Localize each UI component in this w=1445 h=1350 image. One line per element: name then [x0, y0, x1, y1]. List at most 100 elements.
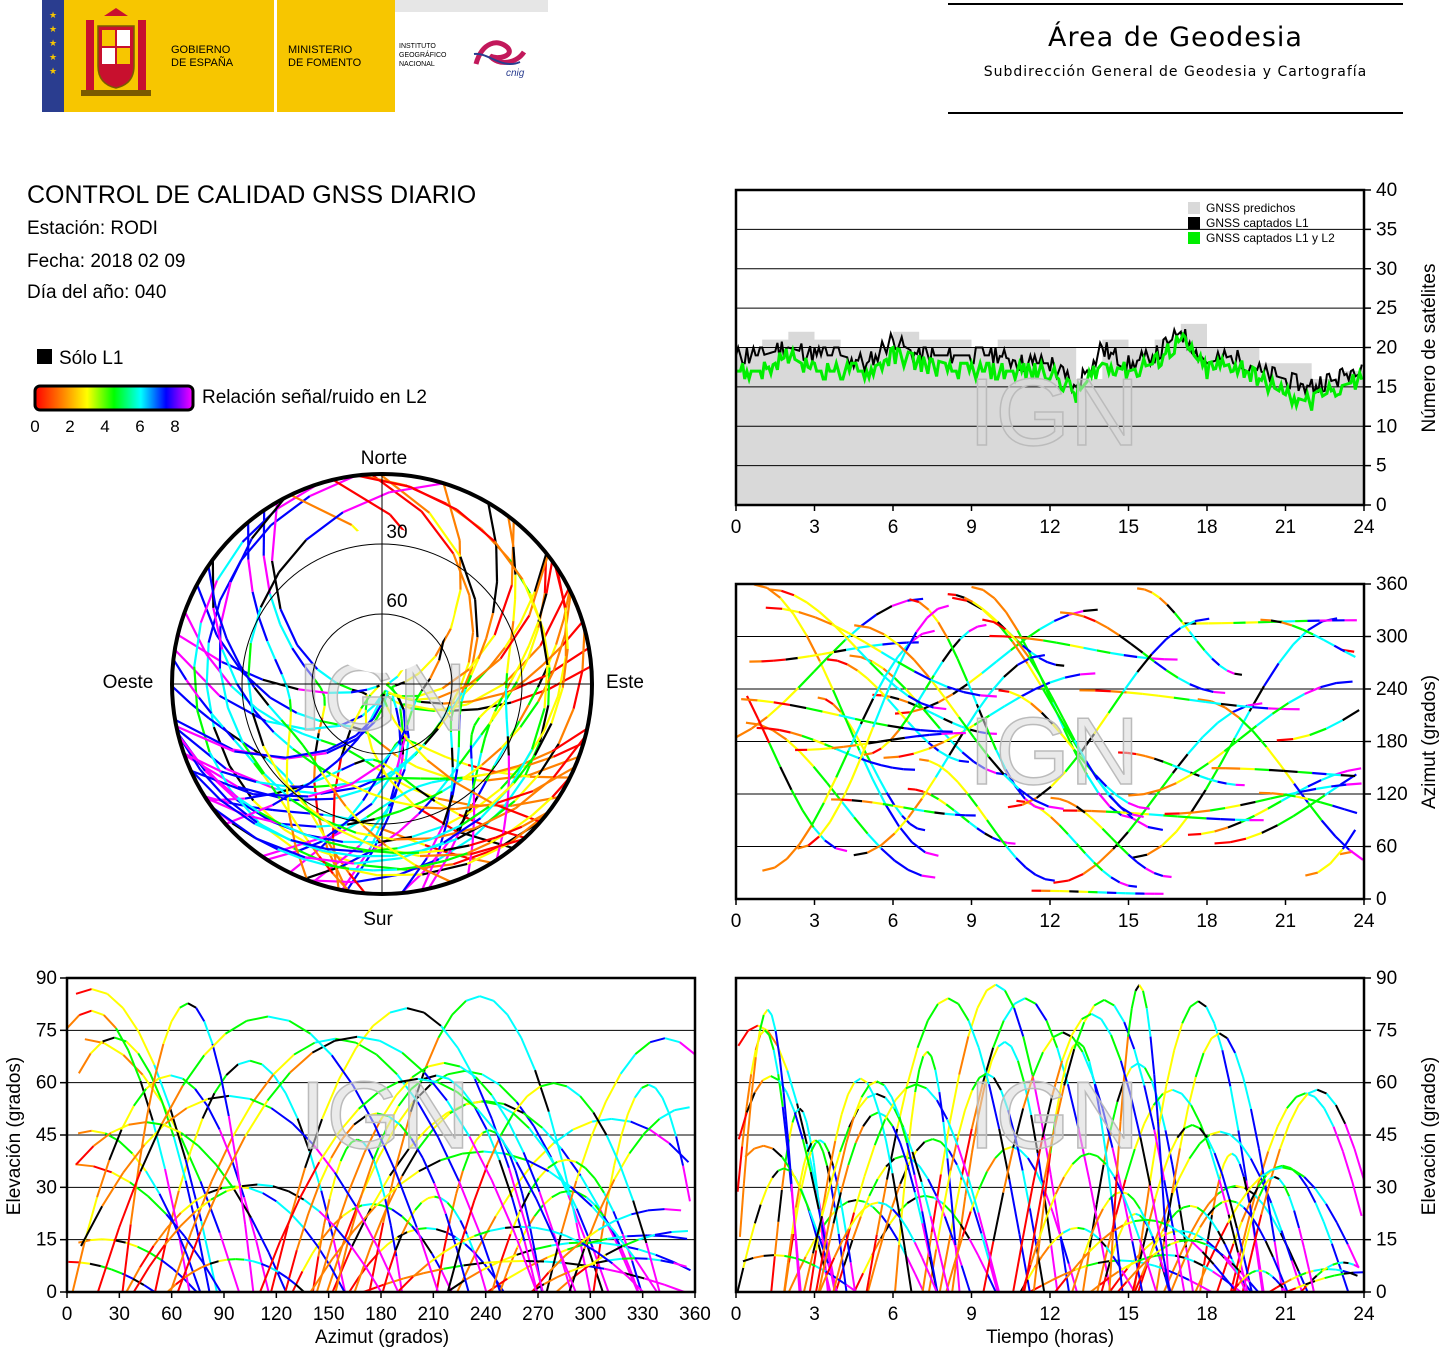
elev-time-track	[1033, 1180, 1046, 1236]
azimuth-track	[1118, 845, 1130, 856]
azimuth-track	[869, 661, 884, 676]
azimuth-track	[1019, 695, 1032, 705]
elev-time-track	[1171, 1148, 1181, 1194]
azimuth-track	[934, 713, 945, 720]
snr-tick: 4	[100, 417, 109, 436]
x-tick-label: 360	[679, 1304, 711, 1325]
ign-logo-text: INSTITUTO GEOGRÁFICO NACIONAL	[399, 42, 446, 69]
elev-az-track	[603, 1242, 622, 1247]
elev-time-track	[1102, 1198, 1110, 1210]
sky-track	[266, 640, 277, 660]
azimuth-track	[1297, 770, 1313, 775]
elev-az-track	[129, 1165, 140, 1225]
elev-az-track	[158, 1193, 174, 1222]
azimuth-track	[1060, 611, 1072, 615]
sky-track	[364, 758, 374, 762]
elev-time-track	[805, 1151, 812, 1167]
elev-time-track	[995, 983, 1006, 992]
elev-az-track	[458, 1180, 481, 1234]
elev-time-track	[1189, 1204, 1198, 1209]
elev-time-track	[1139, 1227, 1149, 1260]
elev-az-track	[304, 1118, 323, 1169]
elev-time-track	[847, 1142, 857, 1166]
azimuth-track	[773, 701, 791, 707]
azimuth-track	[1187, 832, 1202, 836]
elev-time-track	[1238, 1279, 1243, 1285]
sky-track	[460, 667, 473, 694]
elev-time-track	[1093, 999, 1105, 1007]
elev-az-track	[566, 1158, 577, 1163]
sky-track	[524, 663, 544, 681]
azimuth-track	[1342, 709, 1360, 722]
elev-az-track	[490, 1094, 509, 1121]
elev-time-track	[1170, 1273, 1180, 1293]
sky-track	[329, 772, 351, 786]
south-label: Sur	[363, 909, 393, 930]
elev-time-track	[982, 1241, 995, 1293]
elev-time-track	[1206, 1206, 1216, 1217]
sky-track	[366, 806, 384, 819]
sky-track	[418, 849, 444, 854]
elev-time-track	[1105, 1163, 1116, 1178]
azimuth-track	[1331, 783, 1347, 788]
elev-az-track	[372, 1011, 391, 1027]
elev-az-track	[475, 1076, 493, 1096]
sky-track	[415, 787, 436, 802]
sky-track	[312, 677, 322, 689]
elev-time-track	[1099, 1231, 1113, 1242]
sky-track	[289, 797, 334, 802]
elev-time-track	[1226, 1184, 1236, 1189]
elev-time-track	[1173, 1234, 1186, 1293]
x-tick-label: 90	[213, 1304, 234, 1325]
elev-az-track	[673, 1262, 687, 1268]
azimuth-track	[1050, 770, 1067, 788]
sky-track	[473, 717, 481, 727]
azimuth-track	[1307, 620, 1324, 632]
elev-time-track	[1234, 1052, 1245, 1078]
elev-az-track	[331, 1191, 350, 1239]
elev-time-track	[1189, 1000, 1199, 1008]
sky-track	[174, 718, 233, 751]
elev-time-track	[1071, 1155, 1082, 1165]
elev-az-track	[540, 1082, 554, 1088]
elev-az-track	[377, 1125, 397, 1158]
elev-az-track	[473, 1105, 488, 1131]
elev-time-track	[1061, 1034, 1073, 1062]
elev-az-track	[146, 1075, 157, 1117]
elev-time-track	[1131, 1259, 1142, 1293]
elev-time-track	[1117, 1226, 1124, 1238]
elev-time-track	[857, 1096, 869, 1110]
azimuth-track	[1137, 587, 1145, 591]
sky-track	[311, 761, 332, 775]
elev-az-track	[160, 1084, 184, 1125]
elev-time-track	[1313, 1268, 1321, 1272]
sky-track	[471, 769, 479, 789]
elev-az-track	[582, 1262, 597, 1268]
elev-time-track	[1162, 1088, 1173, 1095]
elev-time-track	[1288, 1195, 1296, 1211]
elev-time-track	[1303, 1247, 1310, 1270]
elev-az-track	[272, 1053, 295, 1076]
elev-az-track	[592, 1111, 608, 1136]
elev-time-track	[1229, 1133, 1242, 1145]
elev-time-track	[1177, 1256, 1187, 1275]
azimuth-track	[819, 747, 832, 751]
elev-az-track	[460, 1200, 476, 1244]
elev-az-track	[551, 1242, 569, 1247]
sky-track	[348, 867, 374, 872]
elev-time-track	[1088, 1179, 1101, 1235]
elev-time-track	[1054, 1084, 1063, 1116]
sky-track	[198, 696, 213, 714]
azimuth-track	[1085, 760, 1099, 781]
elev-time-track	[1237, 1130, 1248, 1181]
elev-az-track	[166, 1212, 182, 1229]
elev-az-track	[433, 1182, 447, 1215]
elev-az-track	[551, 1191, 561, 1199]
sky-track	[291, 647, 305, 667]
elev-time-track	[794, 1184, 801, 1208]
azimuth-track	[943, 696, 960, 718]
elev-az-track	[379, 1039, 403, 1054]
elev-az-track	[581, 1229, 599, 1243]
elev-time-track	[862, 1203, 872, 1211]
azimuth-track	[1071, 612, 1084, 618]
